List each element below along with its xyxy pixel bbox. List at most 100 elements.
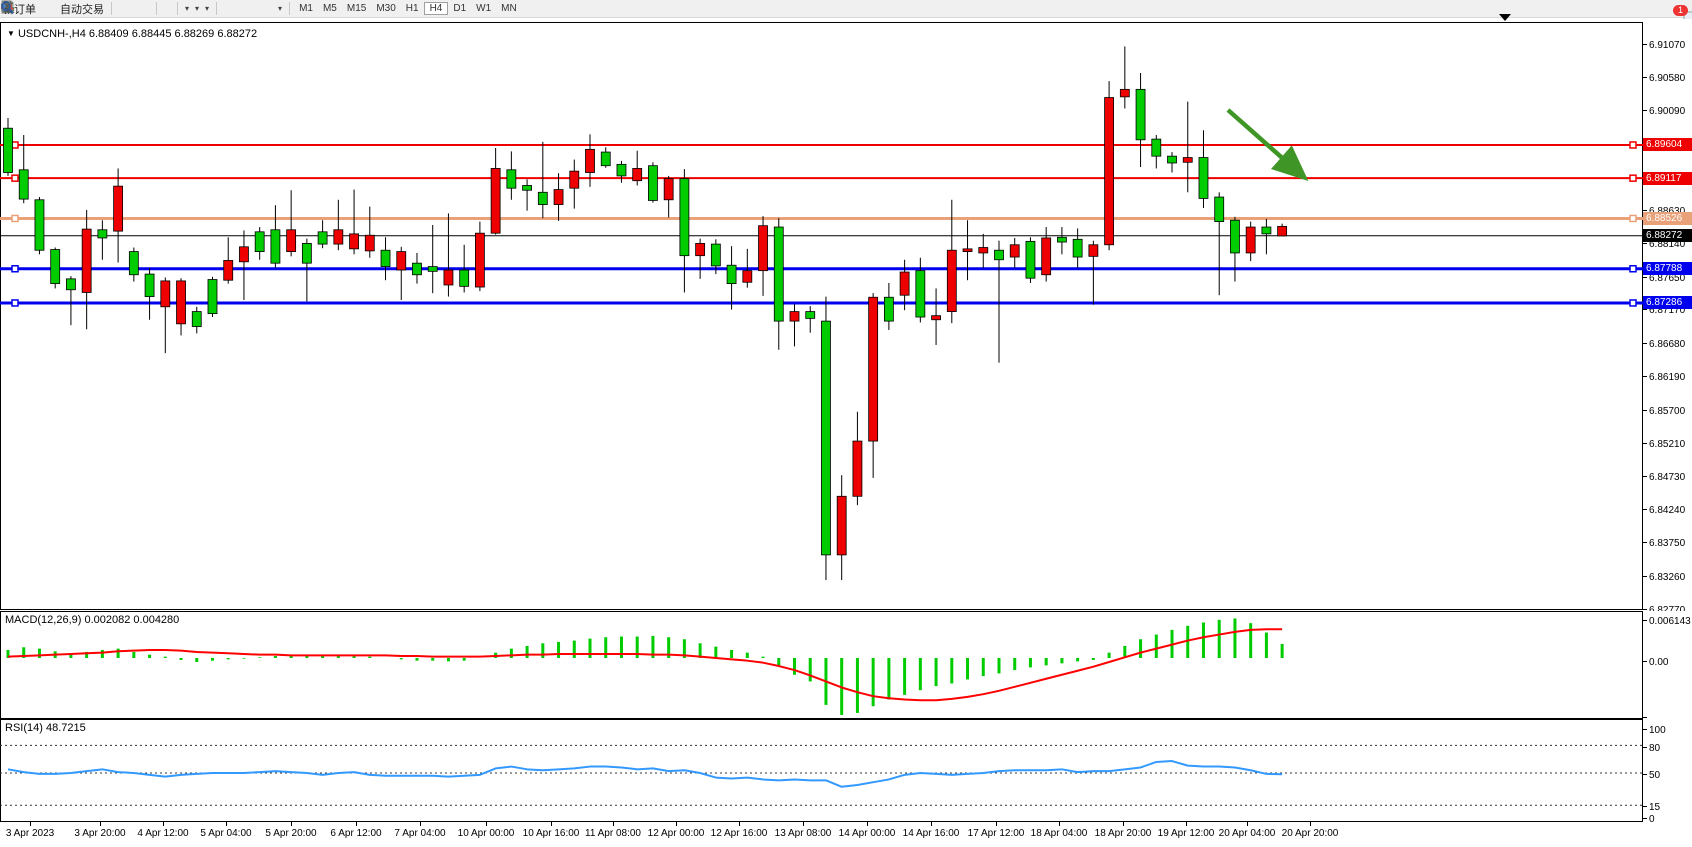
price-tick-label: 6.83750: [1643, 538, 1692, 549]
timeframe-button-M1[interactable]: M1: [299, 2, 313, 14]
candle-body-down: [1104, 97, 1114, 246]
timeframe-button-M5[interactable]: M5: [322, 2, 337, 14]
timeframe-button-H4[interactable]: H4: [423, 1, 449, 15]
tick-dash: [1643, 818, 1647, 819]
candle-body-up: [50, 249, 61, 285]
tile-windows-button[interactable]: [2, 1, 152, 16]
price-tick-label: 6.84240: [1643, 505, 1692, 516]
candle-body-down: [396, 251, 407, 271]
chart-shift-button[interactable]: [2, 1, 173, 16]
candle-body-up: [506, 169, 517, 189]
candle-body-down: [836, 495, 847, 556]
candle-body-down: [223, 260, 234, 281]
candle-body-up: [1151, 138, 1162, 157]
chart-window: ▼ USDCNH-,H4 6.88409 6.88445 6.88269 6.8…: [0, 14, 1692, 847]
level-anchor-left[interactable]: [11, 299, 19, 307]
candle-body-down: [364, 234, 375, 252]
tick-dash: [1643, 620, 1647, 621]
timeframe-button-D1[interactable]: D1: [453, 2, 467, 14]
level-anchor-right[interactable]: [1629, 174, 1637, 182]
candle-body-down: [868, 296, 879, 442]
level-anchor-right[interactable]: [1629, 299, 1637, 307]
price-tick-label: 6.86190: [1643, 372, 1692, 383]
timeframe-button-W1[interactable]: W1: [476, 2, 492, 14]
price-tag-current-price: 6.88272: [1643, 229, 1692, 243]
candle-body-up: [994, 249, 1004, 261]
time-label: 14 Apr 00:00: [838, 828, 896, 839]
time-label: 13 Apr 08:00: [774, 828, 832, 839]
candle-body-down: [931, 315, 941, 321]
collapse-triangle-icon[interactable]: ▼: [7, 29, 15, 38]
time-axis[interactable]: 3 Apr 2023 3 Apr 20:00 4 Apr 12:00 5 Apr 04…: [0, 822, 1643, 847]
candle-body-down: [695, 243, 706, 257]
tick-dash: [1643, 342, 1647, 344]
time-label: 19 Apr 12:00: [1157, 828, 1215, 839]
time-tick: [1310, 822, 1311, 826]
price-tick-label: 6.87650: [1643, 273, 1692, 284]
time-tick: [420, 822, 421, 826]
level-anchor-left[interactable]: [11, 214, 19, 223]
templates-button[interactable]: ▾: [1, 1, 212, 16]
timeframe-button-M30[interactable]: M30: [376, 2, 396, 14]
time-label: 5 Apr 04:00: [200, 828, 252, 839]
time-label: 20 Apr 20:00: [1281, 828, 1339, 839]
candle-body-down: [663, 178, 674, 201]
candle-body-down: [1277, 225, 1288, 237]
candle-body-down: [176, 280, 186, 325]
tick-dash: [1643, 376, 1647, 378]
chart-shift-marker-icon[interactable]: [1499, 14, 1511, 21]
level-anchor-right[interactable]: [1629, 265, 1637, 273]
level-anchor-left[interactable]: [11, 174, 19, 182]
macd-panel[interactable]: MACD(12,26,9) 0.002082 0.004280: [0, 611, 1643, 719]
indicators-button[interactable]: ▾: [1, 1, 192, 16]
candle-body-up: [726, 264, 737, 285]
candlestick-plot[interactable]: [0, 22, 1643, 610]
price-axis[interactable]: 6.910706.905806.900906.896006.891106.886…: [1643, 22, 1692, 616]
time-label: 6 Apr 12:00: [330, 828, 382, 839]
time-tick: [1186, 822, 1187, 826]
rsi-plot[interactable]: [0, 719, 1643, 822]
search-icon[interactable]: [0, 0, 15, 15]
price-tick-label: 6.83260: [1643, 572, 1692, 583]
candle-body-up: [616, 163, 627, 177]
time-tick: [739, 822, 740, 826]
rsi-axis: 100 80 50 15 0: [1643, 719, 1692, 825]
rsi-panel[interactable]: RSI(14) 48.7215: [0, 719, 1643, 822]
candle-body-down: [239, 246, 249, 263]
time-label: 5 Apr 20:00: [265, 828, 317, 839]
candle-body-down: [349, 233, 359, 250]
candle-body-up: [207, 279, 218, 315]
trend-arrow-annotation[interactable]: [1226, 108, 1309, 181]
time-tick: [613, 822, 614, 826]
candle-body-up: [128, 251, 139, 276]
macd-plot[interactable]: [0, 611, 1643, 719]
tick-dash: [1643, 309, 1647, 311]
candle-body-down: [1245, 226, 1256, 254]
timeframe-button-MN[interactable]: MN: [501, 2, 517, 14]
candle-body-down: [946, 249, 957, 312]
timeframe-button-H1[interactable]: H1: [405, 2, 419, 14]
time-label: 3 Apr 2023: [5, 828, 55, 839]
level-anchor-left[interactable]: [11, 265, 19, 273]
main-price-panel[interactable]: ▼ USDCNH-,H4 6.88409 6.88445 6.88269 6.8…: [0, 22, 1643, 610]
arrows-tool-button[interactable]: ▾: [1, 1, 285, 16]
candle-body-down: [1119, 88, 1130, 98]
top-toolbar: 新订单 自动交易: [0, 0, 1692, 24]
rsi-tick-label: 80: [1643, 743, 1692, 754]
label-tool-button[interactable]: T: [1, 1, 275, 16]
dropdown-caret-icon: ▾: [278, 4, 283, 13]
price-tick-label: 6.85700: [1643, 406, 1692, 417]
level-anchor-right[interactable]: [1629, 214, 1637, 223]
periods-button[interactable]: ▾: [1, 1, 202, 16]
candle-body-down: [742, 270, 753, 283]
time-tick: [100, 822, 101, 826]
text-tool-button[interactable]: A: [2, 1, 269, 16]
time-label: 4 Apr 12:00: [137, 828, 189, 839]
candle-body-down: [1182, 157, 1193, 163]
timeframe-button-M15[interactable]: M15: [346, 2, 367, 14]
macd-indicator-label: MACD(12,26,9) 0.002082 0.004280: [5, 614, 180, 626]
price-tick-label: 6.90090: [1643, 106, 1692, 117]
auto-trading-button[interactable]: 自动交易: [1, 1, 107, 16]
svg-text:T: T: [5, 3, 11, 13]
level-anchor-right[interactable]: [1629, 141, 1637, 149]
